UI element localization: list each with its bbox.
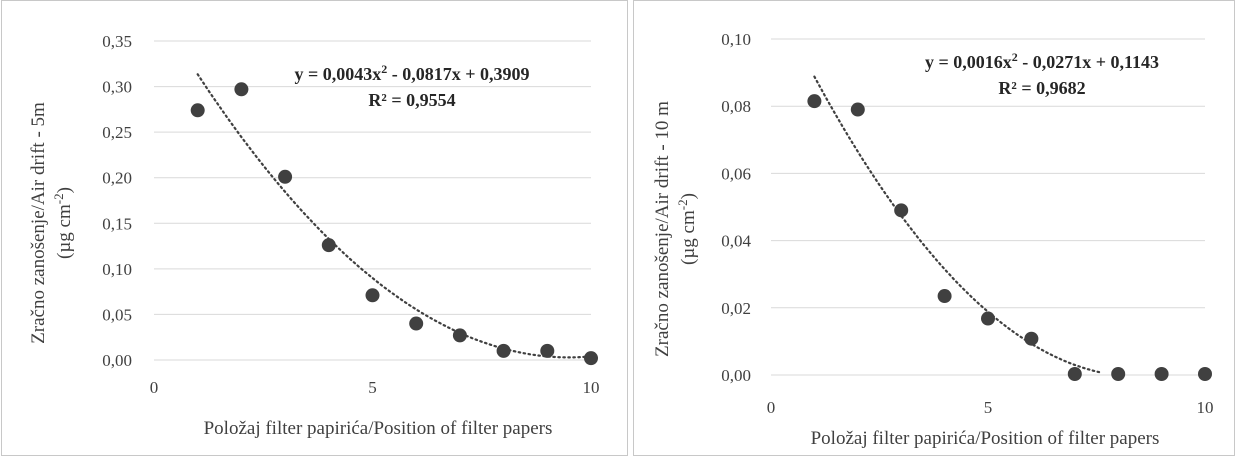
x-tick-label: 0 — [767, 398, 776, 417]
data-point — [1154, 366, 1169, 381]
x-axis-title: Položaj filter papirića/Position of filt… — [204, 418, 553, 439]
data-point — [850, 102, 865, 117]
y-tick-label: 0,04 — [721, 232, 751, 251]
data-point — [278, 169, 293, 184]
r-squared-label: R² = 0,9682 — [998, 78, 1085, 98]
data-point — [321, 238, 336, 253]
y-axis-unit: (µg cm-2) — [675, 193, 700, 265]
trendline-equation: y = 0,0016x2 - 0,0271x + 0,1143 — [925, 50, 1159, 72]
data-point — [365, 288, 380, 303]
data-point — [894, 203, 909, 218]
chart-panel-air-drift-10m: 0,00 0,02 0,04 0,06 0,08 0,10 0 5 10 Položaj filt… — [633, 0, 1235, 456]
y-tick-label: 0,25 — [102, 123, 132, 142]
chart-svg-5m: 0,00 0,05 0,10 0,15 0,20 0,25 0,30 0,35 0 5 10 Polo… — [28, 32, 600, 439]
data-point — [190, 103, 205, 118]
data-point — [584, 351, 598, 366]
y-tick-label: 0,35 — [102, 32, 132, 51]
y-tick-label: 0,30 — [102, 78, 132, 97]
y-tick-label: 0,05 — [102, 305, 132, 324]
y-tick-label: 0,00 — [721, 366, 751, 385]
data-point — [937, 289, 952, 304]
y-axis-title: Zračno zanošenje/Air drift - 5m — [28, 102, 49, 344]
y-axis-title: Zračno zanošenje/Air drift - 10 m — [652, 101, 673, 357]
data-point — [452, 328, 467, 343]
data-point — [1198, 366, 1212, 381]
x-tick-label: 10 — [1197, 398, 1214, 417]
r-squared-label: R² = 0,9554 — [368, 90, 455, 110]
data-point — [540, 343, 555, 358]
x-tick-label: 10 — [583, 378, 600, 397]
data-point — [496, 343, 511, 358]
data-point — [807, 94, 822, 109]
chart-svg-10m: 0,00 0,02 0,04 0,06 0,08 0,10 0 5 10 Položaj filt… — [652, 30, 1214, 449]
y-tick-label: 0,06 — [721, 164, 751, 183]
trendline-equation: y = 0,0043x2 - 0,0817x + 0,3909 — [294, 62, 529, 84]
y-axis-unit: (µg cm-2) — [51, 187, 76, 259]
data-point — [234, 82, 249, 97]
y-tick-label: 0,20 — [102, 169, 132, 188]
trendline — [813, 75, 1102, 374]
y-tick-label: 0,02 — [721, 299, 751, 318]
y-tick-label: 0,08 — [721, 97, 751, 116]
trendline — [196, 73, 593, 359]
chart-panel-air-drift-5m: 0,00 0,05 0,10 0,15 0,20 0,25 0,30 0,35 0 5 10 Polo… — [1, 0, 628, 456]
data-point — [1067, 366, 1082, 381]
y-tick-label: 0,10 — [721, 30, 751, 49]
data-point — [981, 311, 995, 326]
y-tick-label: 0,10 — [102, 260, 132, 279]
y-tick-label: 0,00 — [102, 351, 132, 370]
x-axis-title: Položaj filter papirića/Position of filt… — [811, 428, 1160, 449]
y-tick-label: 0,15 — [102, 214, 132, 233]
data-point — [1111, 366, 1126, 381]
x-tick-label: 5 — [984, 398, 993, 417]
data-point — [409, 316, 424, 331]
x-tick-label: 0 — [150, 378, 159, 397]
x-tick-label: 5 — [368, 378, 377, 397]
data-point — [1024, 331, 1039, 346]
